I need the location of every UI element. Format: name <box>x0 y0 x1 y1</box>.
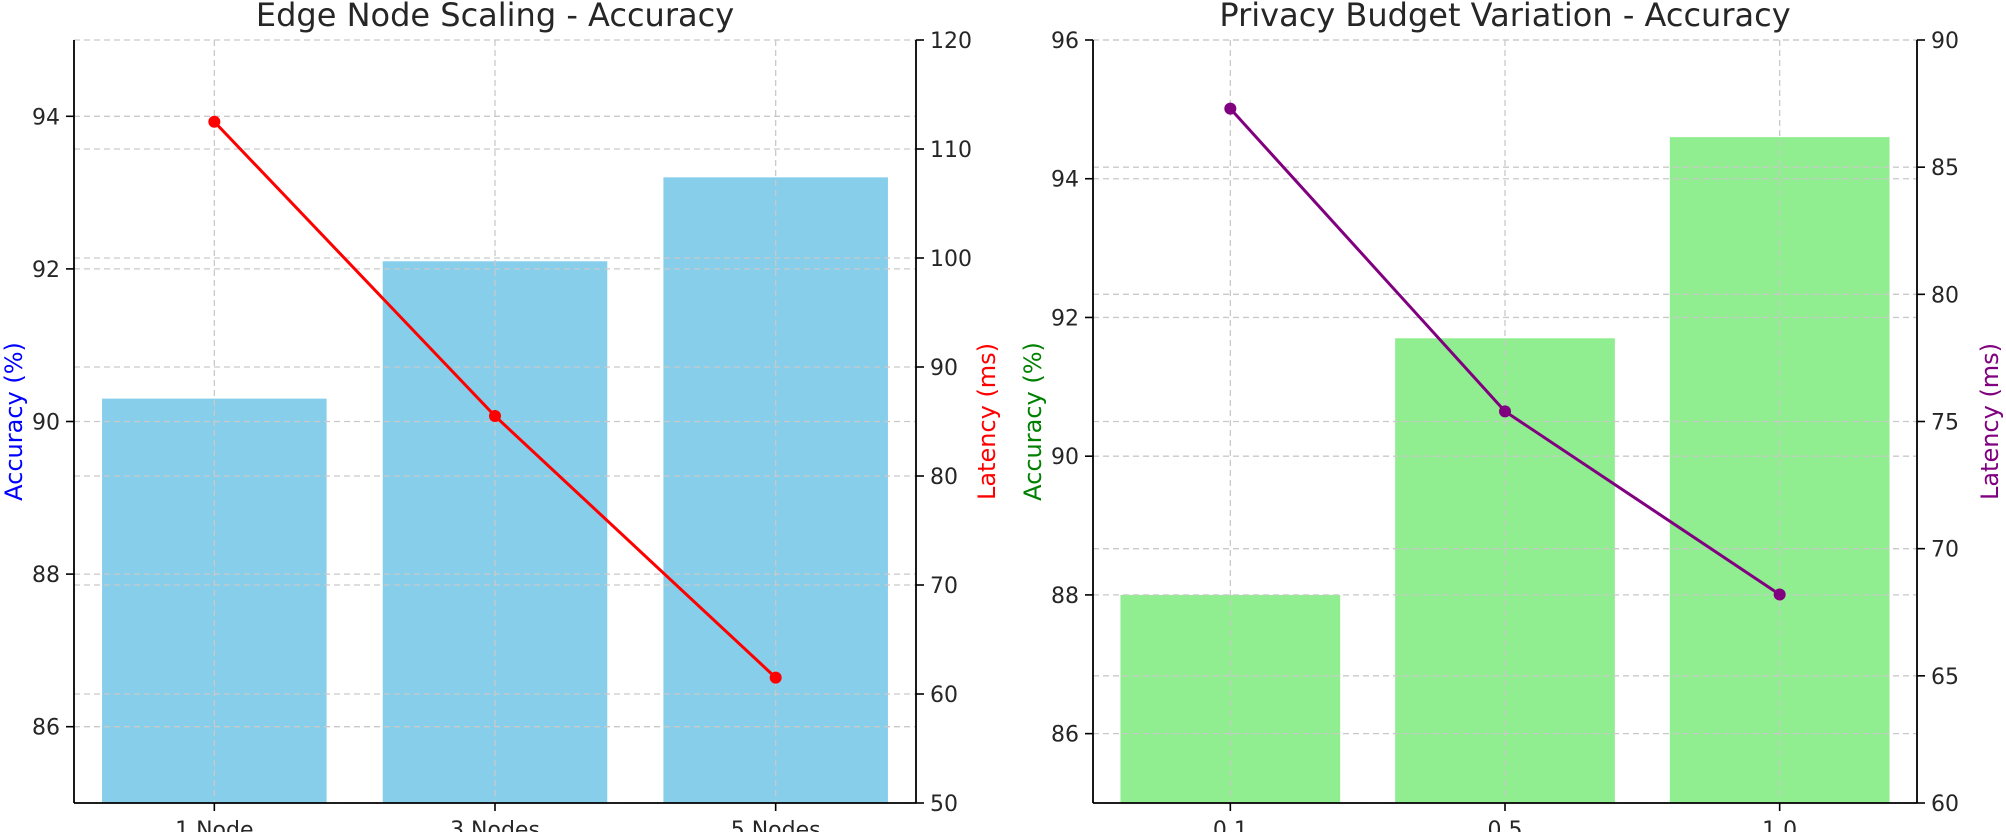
latency-point-3 <box>769 671 782 684</box>
y2-tick-label-6: 100 <box>930 247 972 272</box>
y-tick-label-3: 90 <box>32 411 60 436</box>
y2-tick-label-2: 60 <box>930 683 958 708</box>
y-tick-label-6: 96 <box>1051 29 1079 54</box>
y-tick-label-4: 92 <box>32 258 60 283</box>
y2-tick-label-1: 50 <box>930 792 958 817</box>
y-tick-label-5: 94 <box>32 105 60 130</box>
chart-title: Edge Node Scaling - Accuracy <box>256 0 734 34</box>
x-tick-label-3: 5 Nodes <box>731 818 821 832</box>
y2-tick-label-5: 90 <box>930 356 958 381</box>
y2-axis-label: Latency (ms) <box>1976 343 2004 500</box>
y2-tick-label-2: 65 <box>1931 665 1959 690</box>
x-tick-label-1: 0.1 <box>1213 818 1248 832</box>
chart-panel-2: 86 88 90 92 94 96 60 65 70 75 80 85 90 0.1 0.5 1.0 Priva… <box>1019 0 2004 837</box>
y2-tick-label-5: 80 <box>1931 283 1959 308</box>
y2-tick-label-7: 90 <box>1931 29 1959 54</box>
x-tick-label-2: 3 Nodes <box>450 818 540 832</box>
y2-tick-label-3: 70 <box>1931 538 1959 563</box>
y2-tick-label-1: 60 <box>1931 792 1959 817</box>
latency-point-1 <box>1224 102 1237 115</box>
y-tick-label-2: 88 <box>32 563 60 588</box>
latency-point-2 <box>489 410 501 423</box>
x-tick-label-3: 1.0 <box>1762 818 1797 832</box>
y-axis-label: Accuracy (%) <box>1019 342 1047 501</box>
bar-1 <box>1120 594 1341 803</box>
y2-tick-label-7: 110 <box>930 138 972 163</box>
x-tick-label-2: 0.5 <box>1488 818 1523 832</box>
y-tick-label-4: 92 <box>1051 306 1079 331</box>
y2-axis-label: Latency (ms) <box>973 343 1001 500</box>
latency-point-2 <box>1499 405 1511 418</box>
x-tick-label-1: 1 Node <box>175 818 253 832</box>
chart-title: Privacy Budget Variation - Accuracy <box>1219 0 1790 34</box>
chart-panel-1: 86 88 90 92 94 50 60 70 80 90 100 110 120 1 Node 3 Nod… <box>0 0 1001 837</box>
latency-point-1 <box>208 115 221 128</box>
y-tick-label-3: 90 <box>1051 445 1079 470</box>
y-tick-label-1: 86 <box>1051 723 1079 748</box>
y-axis-label: Accuracy (%) <box>0 342 28 501</box>
y2-tick-label-4: 80 <box>930 465 958 490</box>
y2-tick-label-6: 85 <box>1931 156 1959 181</box>
y-tick-label-2: 88 <box>1051 584 1079 609</box>
latency-point-3 <box>1773 588 1786 601</box>
y2-tick-label-3: 70 <box>930 574 958 599</box>
y2-tick-label-8: 120 <box>930 29 972 54</box>
y2-tick-label-4: 75 <box>1931 411 1959 436</box>
y-tick-label-1: 86 <box>32 716 60 741</box>
y-tick-label-5: 94 <box>1051 168 1079 193</box>
